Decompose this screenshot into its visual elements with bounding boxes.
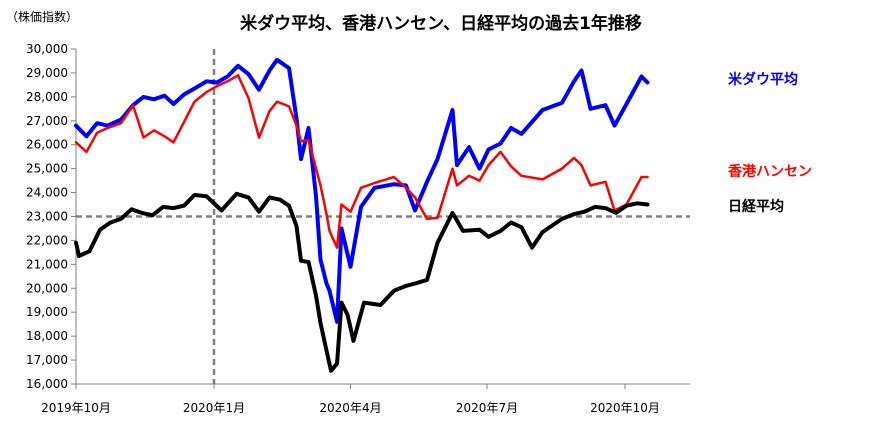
dow-line — [74, 57, 650, 324]
x-tick-label: 2020年4月 — [319, 401, 381, 415]
y-tick-label: 25,000 — [26, 162, 68, 176]
y-tick-label: 19,000 — [26, 305, 68, 319]
hang-seng-line — [74, 74, 649, 249]
y-tick-label: 28,000 — [26, 90, 68, 104]
y-tick-label: 30,000 — [26, 42, 68, 56]
y-tick-label: 23,000 — [26, 210, 68, 224]
dow-label: 米ダウ平均 — [728, 71, 798, 88]
hang-seng-label: 香港ハンセン — [727, 163, 812, 180]
y-tick-label: 27,000 — [26, 114, 68, 128]
y-tick-label: 26,000 — [26, 138, 68, 152]
x-tick-label: 2020年7月 — [456, 401, 518, 415]
series-lines — [74, 57, 650, 373]
y-tick-label: 20,000 — [26, 281, 68, 295]
y-tick-label: 16,000 — [26, 377, 68, 391]
x-tick-label: 2020年1月 — [183, 401, 245, 415]
chart-title: 米ダウ平均、香港ハンセン、日経平均の過去1年推移 — [240, 13, 642, 34]
y-tick-label: 17,000 — [26, 353, 68, 367]
x-tick-label: 2019年10月 — [41, 401, 111, 415]
y-tick-label: 29,000 — [26, 66, 68, 80]
nikkei-line — [74, 191, 650, 373]
y-tick-label: 24,000 — [26, 186, 68, 200]
nikkei-label: 日経平均 — [728, 198, 784, 215]
y-tick-label: 22,000 — [26, 233, 68, 247]
y-axis-unit-label: （株価指数） — [6, 9, 78, 24]
x-tick-label: 2020年10月 — [590, 401, 660, 415]
y-tick-label: 21,000 — [26, 257, 68, 271]
y-tick-label: 18,000 — [26, 329, 68, 343]
reference-lines — [76, 49, 690, 384]
axes: 16,000 17,000 18,000 19,000 20,000 21,000 22,0… — [26, 42, 690, 415]
